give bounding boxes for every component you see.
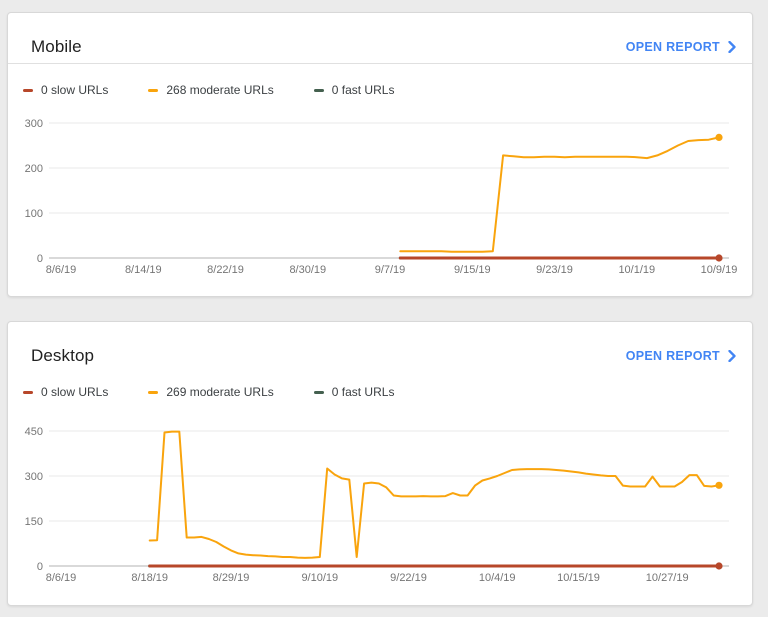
svg-text:9/23/19: 9/23/19: [536, 264, 573, 276]
desktop-url-speed-chart: 0 150 300 450 8/6/19 8/18/19 8/29/19 9/10/19 9/2…: [25, 426, 729, 584]
svg-text:9/22/19: 9/22/19: [390, 572, 427, 584]
open-report-label: OPEN REPORT: [625, 349, 720, 363]
svg-text:300: 300: [25, 471, 43, 483]
open-report-link-desktop[interactable]: OPEN REPORT: [626, 349, 736, 363]
svg-text:0: 0: [37, 561, 43, 573]
fast-urls-dash-icon: [313, 390, 324, 394]
legend-label-slow: 0 slow URLs: [41, 385, 109, 399]
svg-text:150: 150: [25, 516, 43, 528]
slow-urls-dash-icon: [23, 390, 33, 394]
legend-item-moderate: 268 moderate URLs: [148, 83, 274, 97]
svg-text:10/4/19: 10/4/19: [479, 572, 516, 584]
svg-text:0: 0: [37, 253, 43, 265]
open-report-label: OPEN REPORT: [625, 40, 720, 54]
moderate-urls-dash-icon: [148, 390, 159, 394]
slow-urls-dash-icon: [23, 88, 33, 92]
svg-text:200: 200: [25, 163, 43, 175]
legend-mobile: 0 slow URLs 268 moderate URLs 0 fast URL…: [8, 83, 752, 97]
svg-text:10/27/19: 10/27/19: [646, 572, 689, 584]
svg-text:8/18/19: 8/18/19: [131, 572, 168, 584]
fast-urls-dash-icon: [313, 88, 324, 92]
svg-text:300: 300: [25, 118, 43, 130]
panel-title-mobile: Mobile: [31, 37, 82, 56]
legend-label-fast: 0 fast URLs: [331, 83, 395, 97]
legend-desktop: 0 slow URLs 269 moderate URLs 0 fast URL…: [8, 385, 752, 399]
legend-label-fast: 0 fast URLs: [331, 385, 395, 399]
header-divider: [8, 63, 752, 64]
svg-text:10/15/19: 10/15/19: [557, 572, 600, 584]
svg-text:100: 100: [25, 208, 43, 220]
mobile-panel-header: Mobile OPEN REPORT: [8, 13, 752, 63]
svg-text:10/9/19: 10/9/19: [701, 264, 738, 276]
legend-label-slow: 0 slow URLs: [41, 83, 109, 97]
legend-item-slow: 0 slow URLs: [23, 385, 108, 399]
svg-text:9/15/19: 9/15/19: [454, 264, 491, 276]
legend-label-moderate: 268 moderate URLs: [166, 83, 274, 97]
open-report-link-mobile[interactable]: OPEN REPORT: [626, 40, 736, 54]
svg-text:9/7/19: 9/7/19: [375, 264, 406, 276]
svg-text:8/30/19: 8/30/19: [289, 264, 326, 276]
svg-text:8/6/19: 8/6/19: [46, 264, 77, 276]
legend-item-slow: 0 slow URLs: [23, 83, 108, 97]
legend-item-fast: 0 fast URLs: [313, 385, 395, 399]
panel-title-desktop: Desktop: [31, 346, 95, 365]
legend-label-moderate: 269 moderate URLs: [166, 385, 274, 399]
chevron-right-icon: [728, 41, 736, 53]
chevron-right-icon: [728, 350, 736, 362]
desktop-panel-header: Desktop OPEN REPORT: [8, 322, 752, 372]
svg-text:8/22/19: 8/22/19: [207, 264, 244, 276]
desktop-panel: Desktop OPEN REPORT 0 slow URLs 269 mode…: [7, 321, 753, 606]
legend-item-moderate: 269 moderate URLs: [148, 385, 274, 399]
svg-text:9/10/19: 9/10/19: [301, 572, 338, 584]
moderate-urls-dash-icon: [148, 88, 159, 92]
svg-text:8/29/19: 8/29/19: [213, 572, 250, 584]
svg-text:8/14/19: 8/14/19: [125, 264, 162, 276]
svg-text:450: 450: [25, 426, 43, 438]
mobile-panel: Mobile OPEN REPORT 0 slow URLs 268 moder…: [7, 12, 753, 297]
svg-text:10/1/19: 10/1/19: [618, 264, 655, 276]
mobile-url-speed-chart: 0 100 200 300 8/6/19 8/14/19 8/22/19 8/30/19 9/7…: [25, 118, 738, 276]
svg-text:8/6/19: 8/6/19: [46, 572, 77, 584]
legend-item-fast: 0 fast URLs: [313, 83, 395, 97]
